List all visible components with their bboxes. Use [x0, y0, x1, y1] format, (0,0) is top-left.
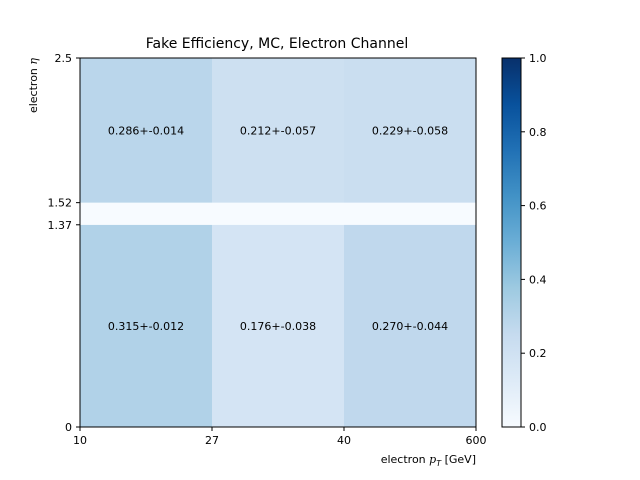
- y-tick-label: 0: [65, 421, 72, 434]
- y-axis-label: electron η: [27, 58, 40, 113]
- heatmap-cells: [80, 58, 476, 427]
- heatmap-cell: [344, 58, 476, 203]
- x-axis-ticks: 10 27 40 600: [73, 427, 487, 447]
- colorbar-tick-label: 1.0: [529, 52, 547, 65]
- colorbar-tick-label: 0.2: [529, 347, 547, 360]
- heatmap-cell: [212, 224, 344, 427]
- cell-value-label: 0.315+-0.012: [108, 320, 184, 333]
- cell-value-label: 0.286+-0.014: [108, 124, 184, 137]
- heatmap-cell-labels: 0.315+-0.012 0.176+-0.038 0.270+-0.044 0.28…: [108, 124, 448, 333]
- heatmap-cell: [212, 58, 344, 203]
- colorbar-tick-label: 0.4: [529, 273, 547, 286]
- colorbar: [501, 57, 522, 428]
- heatmap-cell: [80, 58, 212, 203]
- heatmap-cell: [344, 224, 476, 427]
- y-tick-label: 1.52: [48, 197, 73, 210]
- heatmap-cell: [212, 202, 344, 225]
- cell-value-label: 0.176+-0.038: [240, 320, 316, 333]
- x-tick-label: 27: [205, 434, 219, 447]
- heatmap-cell: [80, 224, 212, 427]
- y-axis-ticks: 0 1.37 1.52 2.5: [48, 52, 80, 434]
- heatmap-cell: [344, 202, 476, 225]
- cell-value-label: 0.212+-0.057: [240, 124, 316, 137]
- y-tick-label: 1.37: [48, 219, 73, 232]
- colorbar-tick-label: 0.8: [529, 126, 547, 139]
- x-tick-label: 40: [337, 434, 351, 447]
- x-axis-label: electron pT [GeV]: [381, 453, 476, 468]
- heatmap-cell: [80, 202, 212, 225]
- cell-value-label: 0.229+-0.058: [372, 124, 448, 137]
- y-tick-label: 2.5: [55, 52, 73, 65]
- plot-frame: [79, 57, 477, 428]
- cell-value-label: 0.270+-0.044: [372, 320, 448, 333]
- x-tick-label: 10: [73, 434, 87, 447]
- colorbar-tick-label: 0.0: [529, 421, 547, 434]
- colorbar-tick-label: 0.6: [529, 200, 547, 213]
- chart-title: Fake Efficiency, MC, Electron Channel: [146, 36, 408, 52]
- colorbar-ticks: 0.0 0.2 0.4 0.6 0.8 1.0: [521, 52, 547, 434]
- x-tick-label: 600: [466, 434, 487, 447]
